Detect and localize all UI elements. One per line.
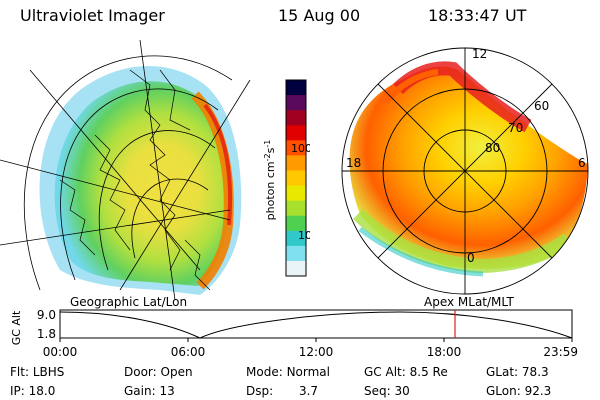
observation-time: 18:33:47 UT [428, 6, 527, 25]
colorbar-segment [286, 125, 306, 141]
mlt-label-0: 0 [467, 251, 475, 265]
colorbar-gradient [285, 79, 307, 277]
flt-value: LBHS [32, 365, 65, 379]
colorbar-frame [285, 79, 307, 277]
colorbar-segment [286, 110, 306, 126]
orbit-xtick-1800: 18:00 [427, 345, 462, 359]
colorbar-segment [286, 170, 306, 187]
door-info: Door: Open [124, 365, 193, 379]
mlt-label-18: 18 [346, 156, 361, 170]
orbit-xtick-0600: 06:00 [171, 345, 206, 359]
continent-outlines [59, 69, 211, 291]
orbit-ytick-1-8: 1.8 [37, 327, 56, 341]
mlt-label-12: 12 [472, 47, 487, 61]
colorbar-segment [286, 155, 306, 171]
dsp-value: 3.7 [298, 384, 319, 398]
colorbar-segment [286, 215, 306, 232]
observation-date: 15 Aug 00 [278, 6, 361, 25]
gcalt-info: GC Alt: 8.5 Re [364, 365, 448, 379]
colorbar: photon cm-2s-1 100 10 [263, 79, 310, 277]
colorbar-unit-label: photon cm-2s-1 [263, 140, 277, 221]
mode-info: Mode: Normal [246, 365, 330, 379]
colorbar-tick-100: 100 [291, 142, 310, 155]
colorbar-tick-10: 10 [298, 229, 310, 242]
dsp-info: Dsp: 3.7 [246, 384, 319, 398]
orbit-xtick-0000: 00:00 [43, 345, 78, 359]
orbit-plot-ylabel: GC Alt [10, 310, 23, 345]
colorbar-segment [286, 230, 306, 247]
glat-value: 78.3 [521, 365, 549, 379]
mlat-label-70: 70 [508, 121, 523, 135]
orbit-xtick-1200: 12:00 [299, 345, 334, 359]
orbit-altitude-curve [59, 311, 573, 339]
right-panel-caption: Apex MLat/MLT [424, 295, 514, 309]
polar-grid [341, 47, 589, 295]
colorbar-segment [286, 95, 306, 111]
seq-info: Seq: 30 [364, 384, 410, 398]
orbit-ytick-9: 9.0 [37, 308, 56, 322]
left-panel-caption: Geographic Lat/Lon [70, 295, 188, 309]
orbit-xtick-2359: 23:59 [543, 345, 578, 359]
colorbar-segment [286, 140, 306, 156]
gcalt-value: 8.5 Re [409, 365, 448, 379]
mlt-label-6: 6 [578, 156, 586, 170]
ip-value: 18.0 [28, 384, 56, 398]
apex-polar-plot: 12 18 6 0 60 70 80 [341, 47, 589, 295]
colorbar-segment [286, 80, 306, 96]
glon-info: GLon: 92.3 [486, 384, 552, 398]
orbit-xticks [59, 338, 573, 342]
flt-info: Flt: LBHS [10, 365, 65, 379]
mlat-label-80: 80 [485, 141, 500, 155]
orbit-plot-frame [59, 309, 573, 339]
colorbar-segment [286, 245, 306, 262]
polar-auroral-emission [349, 61, 588, 277]
geographic-auroral-image [0, 40, 251, 300]
colorbar-segment [286, 185, 306, 202]
gain-info: Gain: 13 [124, 384, 175, 398]
gain-value: 13 [159, 384, 175, 398]
ip-info: IP: 18.0 [10, 384, 56, 398]
instrument-title: Ultraviolet Imager [20, 6, 165, 25]
seq-value: 30 [394, 384, 410, 398]
glon-value: 92.3 [524, 384, 552, 398]
glat-info: GLat: 78.3 [486, 365, 549, 379]
mode-value: Normal [286, 365, 330, 379]
orbit-altitude-plot: GC Alt 9.0 1.8 00:00 06:00 12:00 18:00 2… [10, 308, 578, 359]
colorbar-segment [286, 200, 306, 217]
door-value: Open [160, 365, 193, 379]
mlat-label-60: 60 [534, 99, 549, 113]
colorbar-segment [286, 260, 306, 277]
auroral-oval-emission [39, 66, 242, 295]
